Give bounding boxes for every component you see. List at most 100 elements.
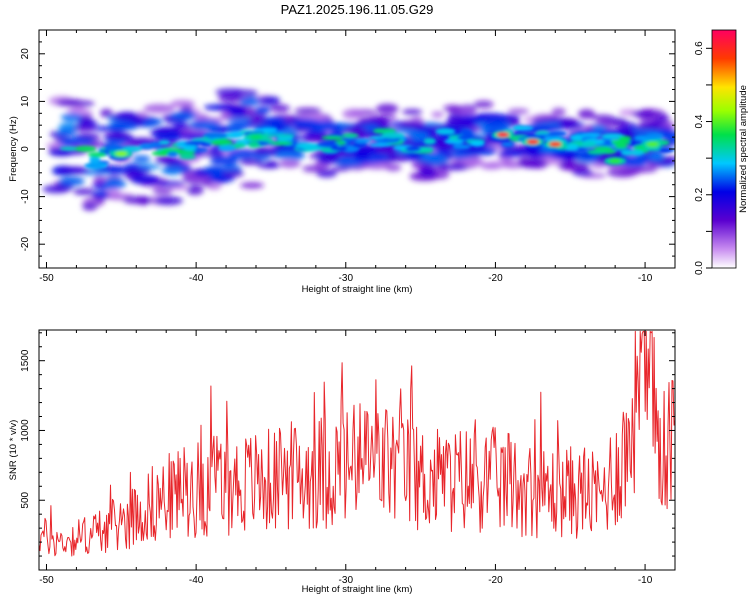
heat-blob — [153, 196, 183, 206]
heat-peak — [249, 134, 262, 140]
x-tick-label: -20 — [488, 273, 503, 284]
heat-blob — [432, 168, 450, 180]
heat-blob — [618, 135, 632, 141]
heat-blob — [620, 150, 634, 156]
snr-series-line — [39, 330, 675, 557]
heat-blob — [233, 143, 247, 148]
heat-blob — [330, 146, 348, 151]
heat-blob — [316, 168, 338, 178]
heat-blob — [372, 128, 396, 134]
heat-blob — [255, 105, 271, 115]
heat-blob — [66, 107, 84, 113]
heat-blob — [56, 129, 77, 137]
heat-blob — [203, 104, 235, 111]
heat-blob — [452, 144, 472, 150]
heat-blob — [619, 155, 648, 166]
heat-blob — [261, 116, 288, 125]
heat-blob — [518, 157, 532, 167]
figure-title: PAZ1.2025.196.11.05.G29 — [281, 2, 434, 17]
x-tick-label: -30 — [339, 575, 354, 586]
y-tick-label: 20 — [20, 48, 31, 60]
heat-blob — [320, 135, 344, 140]
heat-blob — [513, 125, 524, 131]
heat-blob — [274, 133, 295, 139]
heat-blob — [153, 132, 184, 142]
heat-blob — [74, 145, 97, 152]
heat-blob — [73, 124, 97, 132]
heat-blob — [61, 113, 82, 122]
heat-blob — [59, 137, 81, 147]
heat-blob — [247, 141, 260, 149]
heat-blob — [630, 149, 644, 156]
heat-blob — [203, 132, 228, 139]
heat-blob — [630, 111, 654, 118]
heat-blob — [403, 152, 424, 160]
heat-blob — [270, 141, 293, 146]
heat-blob — [342, 108, 365, 120]
heat-blob — [167, 151, 178, 158]
heat-blob — [461, 158, 486, 167]
heat-blob — [369, 142, 394, 148]
heat-blob — [480, 163, 503, 170]
heat-blob — [215, 88, 246, 96]
heat-blob — [227, 117, 252, 123]
heat-blob — [353, 151, 371, 160]
heat-blob — [318, 154, 340, 164]
heat-blob — [295, 142, 318, 149]
heat-blob — [87, 151, 107, 158]
heat-blob — [84, 163, 106, 168]
heat-blob — [294, 107, 322, 115]
heat-blob — [376, 103, 399, 114]
snr-y-ticks: 500 1000 1500 — [20, 332, 675, 557]
heat-blob — [587, 149, 608, 155]
heat-blob — [507, 108, 530, 115]
heat-blob — [316, 141, 339, 148]
heat-blob — [104, 132, 132, 139]
heat-blob — [551, 107, 566, 117]
heat-peak — [646, 141, 659, 147]
heat-blob — [200, 142, 212, 147]
heat-blob — [205, 150, 226, 157]
heat-blob — [435, 127, 456, 135]
heat-blob — [572, 168, 594, 177]
heat-blob — [105, 175, 123, 182]
heat-blob — [104, 144, 123, 152]
heat-blob — [343, 126, 367, 134]
heat-blob — [332, 165, 350, 172]
heat-blob — [559, 161, 590, 172]
heat-blob — [142, 118, 163, 126]
heat-blob — [115, 111, 140, 122]
heat-blob — [591, 125, 607, 132]
heat-blob — [209, 174, 236, 183]
heat-blob — [643, 132, 664, 139]
heat-blob — [203, 165, 225, 176]
heat-blob — [405, 146, 421, 152]
colorbar-ticks: 0.0 0.2 0.4 0.6 — [694, 41, 712, 275]
heat-blob — [282, 128, 299, 135]
heat-peak — [526, 139, 539, 145]
heat-blob — [121, 168, 152, 174]
heat-blob — [635, 125, 662, 132]
heat-blob — [614, 144, 628, 150]
heat-blob — [265, 160, 278, 169]
heat-blob — [169, 111, 198, 120]
snr-panel: -50 -40 -30 -20 -10 500 1000 1500 Height of st… — [8, 329, 676, 595]
x-tick-label: -40 — [189, 273, 204, 284]
x-tick-label: -50 — [39, 575, 54, 586]
y-tick-label: -20 — [20, 237, 31, 252]
heat-blob — [240, 181, 265, 189]
heat-blob — [376, 138, 399, 144]
heat-blob — [239, 158, 263, 165]
spectrogram-y-ticks: -20 -10 0 10 20 — [20, 29, 675, 269]
heat-blob — [381, 132, 405, 139]
heat-blob — [291, 118, 322, 129]
heat-blob — [611, 139, 631, 146]
colorbar-label: Normalized spectral amplitude — [738, 85, 749, 213]
heat-blob — [122, 195, 154, 205]
x-tick-label: -50 — [39, 273, 54, 284]
heat-blob — [155, 155, 177, 165]
heat-blob — [353, 138, 371, 144]
spectrogram-x-label: Height of straight line (km) — [302, 284, 413, 295]
heat-blob — [210, 138, 233, 146]
